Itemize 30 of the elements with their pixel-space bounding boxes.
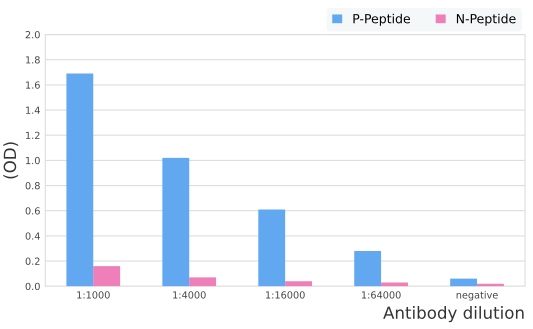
bar: [477, 284, 504, 286]
y-tick-label: 0.4: [26, 232, 40, 240]
y-tick-label: 1.4: [26, 106, 40, 114]
y-tick-label: 2.0: [26, 31, 40, 38]
bar: [189, 277, 216, 286]
bar: [258, 209, 286, 286]
bar: [162, 158, 190, 286]
x-tick-label: 1:4000: [173, 291, 206, 299]
legend-label: P-Peptide: [353, 14, 410, 26]
y-tick-label: 0.8: [26, 182, 40, 190]
bar: [450, 278, 478, 286]
x-tick-label: negative: [456, 291, 498, 300]
legend-label: N-Peptide: [456, 14, 516, 26]
bar: [381, 282, 408, 286]
y-tick-label: 1.8: [26, 56, 40, 64]
y-tick-label: 1.6: [26, 81, 40, 89]
bar: [66, 74, 94, 286]
x-tick-label: 1:1000: [77, 291, 110, 299]
x-tick-label: 1:16000: [266, 291, 305, 299]
bar: [354, 250, 382, 286]
y-tick-label: 1.2: [26, 132, 40, 139]
x-tick-label: 1:64000: [362, 291, 401, 299]
bar: [93, 266, 120, 286]
y-tick-label: 0.2: [26, 258, 40, 265]
y-tick-label: 0.6: [26, 207, 40, 215]
bar: [285, 281, 312, 286]
y-axis-title: (OD): [3, 142, 18, 178]
y-tick-label: 1.0: [26, 156, 40, 164]
x-axis-title: Antibody dilution: [383, 306, 524, 322]
y-tick-label: 0.0: [26, 282, 40, 290]
